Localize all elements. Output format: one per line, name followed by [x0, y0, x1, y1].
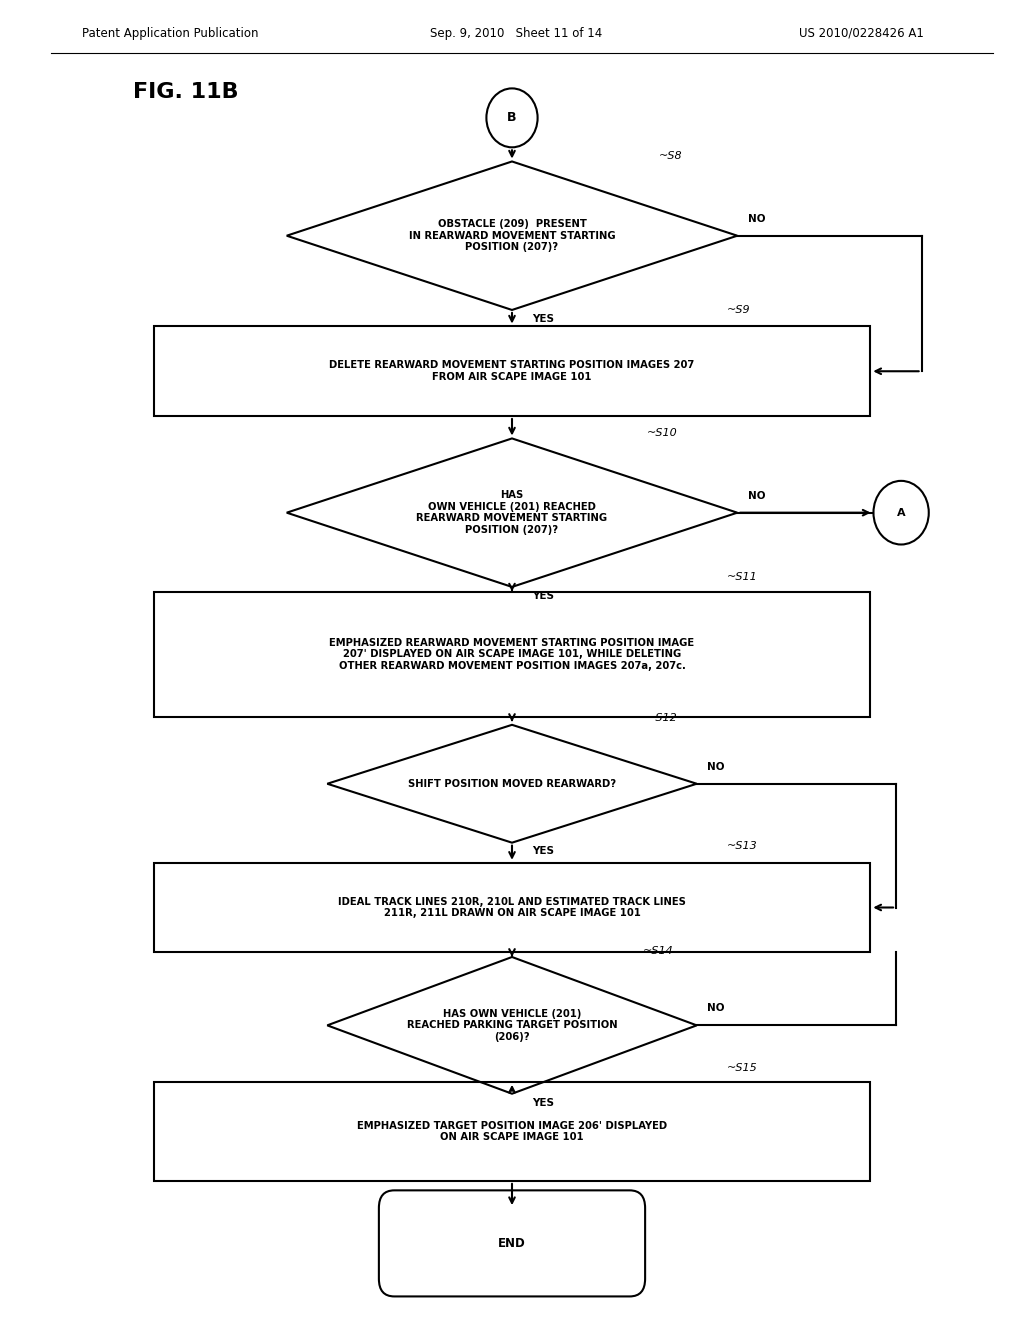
Text: NO: NO	[707, 1003, 724, 1014]
Text: YES: YES	[532, 591, 554, 601]
Text: NO: NO	[707, 762, 724, 772]
Text: END: END	[498, 1237, 526, 1250]
Text: FIG. 11B: FIG. 11B	[133, 82, 239, 103]
Text: EMPHASIZED REARWARD MOVEMENT STARTING POSITION IMAGE
207' DISPLAYED ON AIR SCAPE: EMPHASIZED REARWARD MOVEMENT STARTING PO…	[330, 638, 694, 671]
Text: B: B	[507, 111, 517, 124]
Text: NO: NO	[748, 214, 765, 223]
Text: YES: YES	[532, 314, 554, 323]
Text: IDEAL TRACK LINES 210R, 210L AND ESTIMATED TRACK LINES
211R, 211L DRAWN ON AIR S: IDEAL TRACK LINES 210R, 210L AND ESTIMAT…	[338, 896, 686, 919]
Text: DELETE REARWARD MOVEMENT STARTING POSITION IMAGES 207
FROM AIR SCAPE IMAGE 101: DELETE REARWARD MOVEMENT STARTING POSITI…	[330, 360, 694, 381]
Text: ~S12: ~S12	[647, 713, 678, 723]
Text: HAS
OWN VEHICLE (201) REACHED
REARWARD MOVEMENT STARTING
POSITION (207)?: HAS OWN VEHICLE (201) REACHED REARWARD M…	[417, 490, 607, 535]
Text: ~S8: ~S8	[658, 150, 682, 161]
Text: SHIFT POSITION MOVED REARWARD?: SHIFT POSITION MOVED REARWARD?	[408, 779, 616, 789]
Text: ~S10: ~S10	[647, 428, 678, 437]
Text: ~S13: ~S13	[727, 841, 758, 851]
Text: ~S14: ~S14	[643, 946, 674, 956]
Text: A: A	[897, 508, 905, 517]
Text: Patent Application Publication: Patent Application Publication	[82, 26, 258, 40]
Text: NO: NO	[748, 491, 765, 500]
Text: OBSTACLE (209)  PRESENT
IN REARWARD MOVEMENT STARTING
POSITION (207)?: OBSTACLE (209) PRESENT IN REARWARD MOVEM…	[409, 219, 615, 252]
Text: Sep. 9, 2010   Sheet 11 of 14: Sep. 9, 2010 Sheet 11 of 14	[430, 26, 602, 40]
Text: YES: YES	[532, 846, 554, 857]
Text: EMPHASIZED TARGET POSITION IMAGE 206' DISPLAYED
ON AIR SCAPE IMAGE 101: EMPHASIZED TARGET POSITION IMAGE 206' DI…	[357, 1121, 667, 1142]
Text: ~S9: ~S9	[727, 305, 751, 315]
Text: HAS OWN VEHICLE (201)
REACHED PARKING TARGET POSITION
(206)?: HAS OWN VEHICLE (201) REACHED PARKING TA…	[407, 1008, 617, 1041]
Text: YES: YES	[532, 1097, 554, 1107]
Text: ~S15: ~S15	[727, 1063, 758, 1073]
Text: US 2010/0228426 A1: US 2010/0228426 A1	[799, 26, 924, 40]
Text: ~S11: ~S11	[727, 573, 758, 582]
